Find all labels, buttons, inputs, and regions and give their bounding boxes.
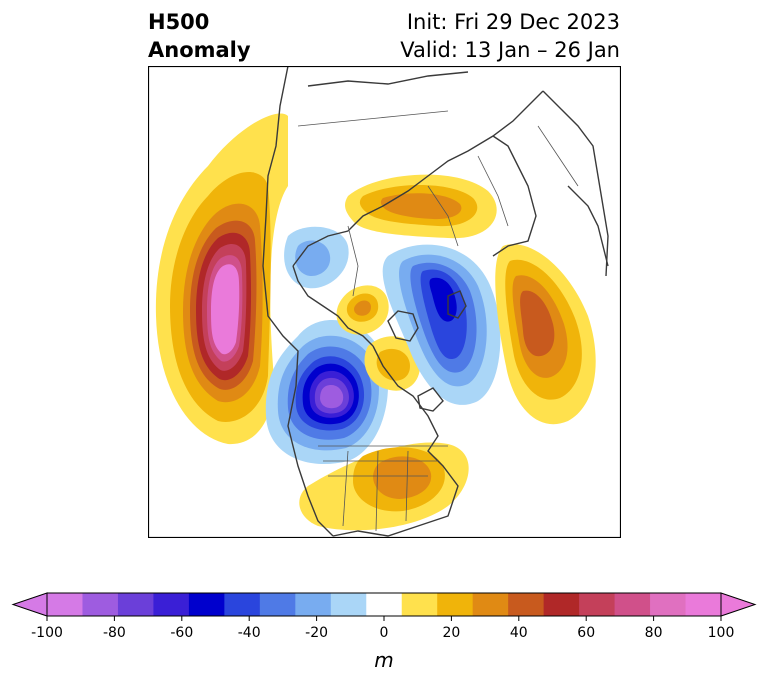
colorbar-segment [614, 593, 651, 616]
colorbar-segment [330, 593, 367, 616]
anomaly-negative-canada [265, 319, 388, 464]
colorbar-unit-label: m [374, 648, 393, 672]
colorbar-segment [366, 593, 403, 616]
coastlines [262, 66, 609, 537]
colorbar-segment [685, 593, 722, 616]
colorbar-segment [259, 593, 296, 616]
title-field: Anomaly [148, 38, 251, 62]
colorbar-segment [579, 593, 616, 616]
colorbar-tick-label: 0 [380, 625, 389, 641]
colorbar-tick-label: -100 [31, 625, 63, 641]
init-time-label: Init: Fri 29 Dec 2023 [406, 10, 620, 34]
colorbar: -100 -80 -60 -40 -20 0 20 40 60 80 100 m [11, 592, 757, 672]
colorbar-tick-label: -20 [305, 625, 328, 641]
colorbar-segments [11, 592, 757, 617]
colorbar-tick-label: -40 [238, 625, 261, 641]
colorbar-segment [508, 593, 545, 616]
anomaly-map [148, 66, 621, 538]
map-frame [148, 66, 621, 538]
colorbar-segment [543, 593, 580, 616]
colorbar-extend-over [720, 592, 757, 617]
anomaly-positive-eastern-us [299, 442, 469, 531]
colorbar-segment [47, 593, 83, 616]
anomaly-positive-pacific [155, 113, 288, 445]
colorbar-tick-label: -60 [170, 625, 193, 641]
title-block-right: Init: Fri 29 Dec 2023 Valid: 13 Jan – 26… [400, 8, 620, 64]
colorbar-segment [437, 593, 474, 616]
colorbar-segment [224, 593, 261, 616]
colorbar-extend-under [11, 592, 48, 617]
colorbar-segment [153, 593, 190, 616]
colorbar-tick-label: 80 [645, 625, 663, 641]
anomaly-positive-siberia [495, 244, 596, 425]
colorbar-tick-label: 100 [708, 625, 735, 641]
colorbar-segment [472, 593, 509, 616]
colorbar-segment [401, 593, 438, 616]
colorbar-segment [650, 593, 687, 616]
colorbar-tick-label: 20 [442, 625, 460, 641]
colorbar-segment [117, 593, 154, 616]
title-variable: H500 [148, 10, 210, 34]
anomaly-negative-bering [284, 226, 349, 289]
political-borders [297, 110, 579, 532]
anomaly-negative-arctic [382, 244, 501, 405]
colorbar-tick-label: 40 [510, 625, 528, 641]
colorbar-tick-label: 60 [577, 625, 595, 641]
title-block-left: H500 Anomaly [148, 8, 251, 64]
colorbar-segment [188, 593, 225, 616]
colorbar-segment [295, 593, 332, 616]
colorbar-tick-label: -80 [103, 625, 126, 641]
anomaly-positive-baffin [336, 285, 421, 391]
colorbar-ticks: -100 -80 -60 -40 -20 0 20 40 60 80 100 [31, 616, 734, 641]
valid-period-label: Valid: 13 Jan – 26 Jan [400, 38, 620, 62]
colorbar-segment [82, 593, 119, 616]
